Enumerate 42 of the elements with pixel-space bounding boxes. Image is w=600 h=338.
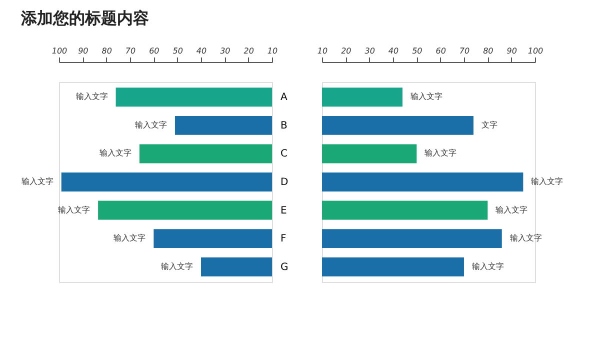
data-label: 输入文字 [99, 148, 132, 158]
data-label: 输入文字 [410, 92, 442, 102]
x-tick-label: 30 [364, 46, 375, 56]
data-label: 输入文字 [161, 262, 193, 271]
x-tick-label: 40 [196, 46, 207, 56]
data-label: 文字 [481, 120, 498, 130]
data-label: 输入文字 [76, 92, 108, 102]
x-tick-label: 50 [172, 46, 183, 56]
y-tick-label: E [280, 205, 287, 216]
x-tick-label: 40 [388, 46, 399, 56]
x-tick-label: 60 [149, 46, 160, 56]
y-tick-label: D [280, 177, 288, 188]
y-tick-label: B [280, 120, 288, 132]
data-label: 输入文字 [424, 148, 457, 158]
x-tick-label: 80 [483, 46, 494, 56]
x-tick-label: 10 [267, 46, 278, 56]
x-tick-label: 60 [436, 46, 446, 56]
y-tick-label: G [280, 262, 288, 273]
data-label: 输入文字 [134, 120, 167, 130]
x-tick-label: 80 [102, 46, 112, 56]
data-label: 输入文字 [472, 262, 504, 271]
chart-title: 添加您的标题内容 [20, 8, 149, 28]
y-tick-label: F [280, 234, 286, 245]
x-tick-label: 70 [125, 46, 136, 56]
x-tick-label: 10 [317, 46, 328, 56]
data-label: 输入文字 [58, 205, 90, 214]
x-tick-label: 50 [412, 46, 422, 56]
data-label: 输入文字 [114, 234, 146, 243]
data-label: 输入文字 [496, 205, 528, 214]
x-tick-label: 90 [506, 46, 517, 56]
data-label: 输入文字 [531, 177, 564, 186]
data-label: 输入文字 [510, 234, 542, 243]
x-tick-label: 70 [459, 46, 470, 56]
x-tick-label: 20 [341, 46, 352, 56]
x-tick-label: 20 [244, 46, 254, 56]
x-tick-label: 30 [220, 46, 230, 56]
x-tick-label: 100 [528, 46, 544, 56]
x-tick-label: 100 [52, 46, 68, 56]
y-tick-label: A [280, 92, 288, 104]
x-tick-label: 90 [78, 46, 88, 56]
y-tick-label: C [280, 148, 288, 160]
data-label: 输入文字 [21, 177, 54, 186]
